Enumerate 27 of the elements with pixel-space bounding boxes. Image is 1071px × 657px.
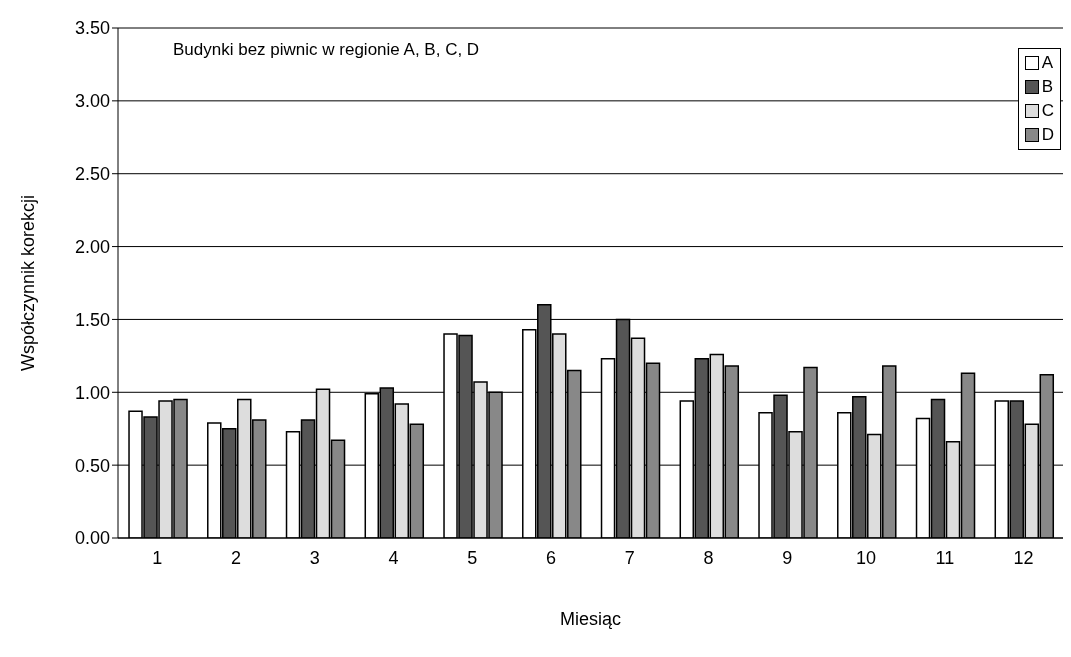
legend-label: D xyxy=(1041,124,1054,146)
y-tick-label: 0.50 xyxy=(74,455,110,476)
y-tick-label: 2.00 xyxy=(74,236,110,257)
legend-label: B xyxy=(1041,76,1054,98)
y-tick-label: 3.00 xyxy=(74,91,110,112)
x-tick-label: 11 xyxy=(935,548,955,568)
y-tick-label: 0.00 xyxy=(74,528,110,549)
legend-label: C xyxy=(1041,100,1054,122)
y-tick-label: 1.00 xyxy=(74,382,110,403)
y-tick-label: 1.50 xyxy=(74,309,110,330)
x-tick-label: 2 xyxy=(231,548,242,568)
x-tick-label: 1 xyxy=(152,548,163,568)
x-tick-label: 8 xyxy=(703,548,714,568)
y-axis-title: Współczynnik korekcji xyxy=(18,194,39,372)
x-tick-label: 4 xyxy=(388,548,399,568)
x-tick-label: 10 xyxy=(856,548,877,568)
x-tick-label: 12 xyxy=(1013,548,1034,568)
x-tick-label: 3 xyxy=(309,548,320,568)
x-tick-label: 9 xyxy=(782,548,793,568)
x-axis-title: Miesiąc xyxy=(559,608,622,629)
y-tick-label: 2.50 xyxy=(74,164,110,185)
legend-label: A xyxy=(1041,52,1054,74)
y-tick-label: 3.50 xyxy=(74,18,110,39)
x-tick-label: 6 xyxy=(546,548,557,568)
x-tick-label: 5 xyxy=(467,548,478,568)
annotation: Budynki bez piwnic w regionie A, B, C, D xyxy=(173,40,480,60)
x-tick-label: 7 xyxy=(624,548,635,568)
